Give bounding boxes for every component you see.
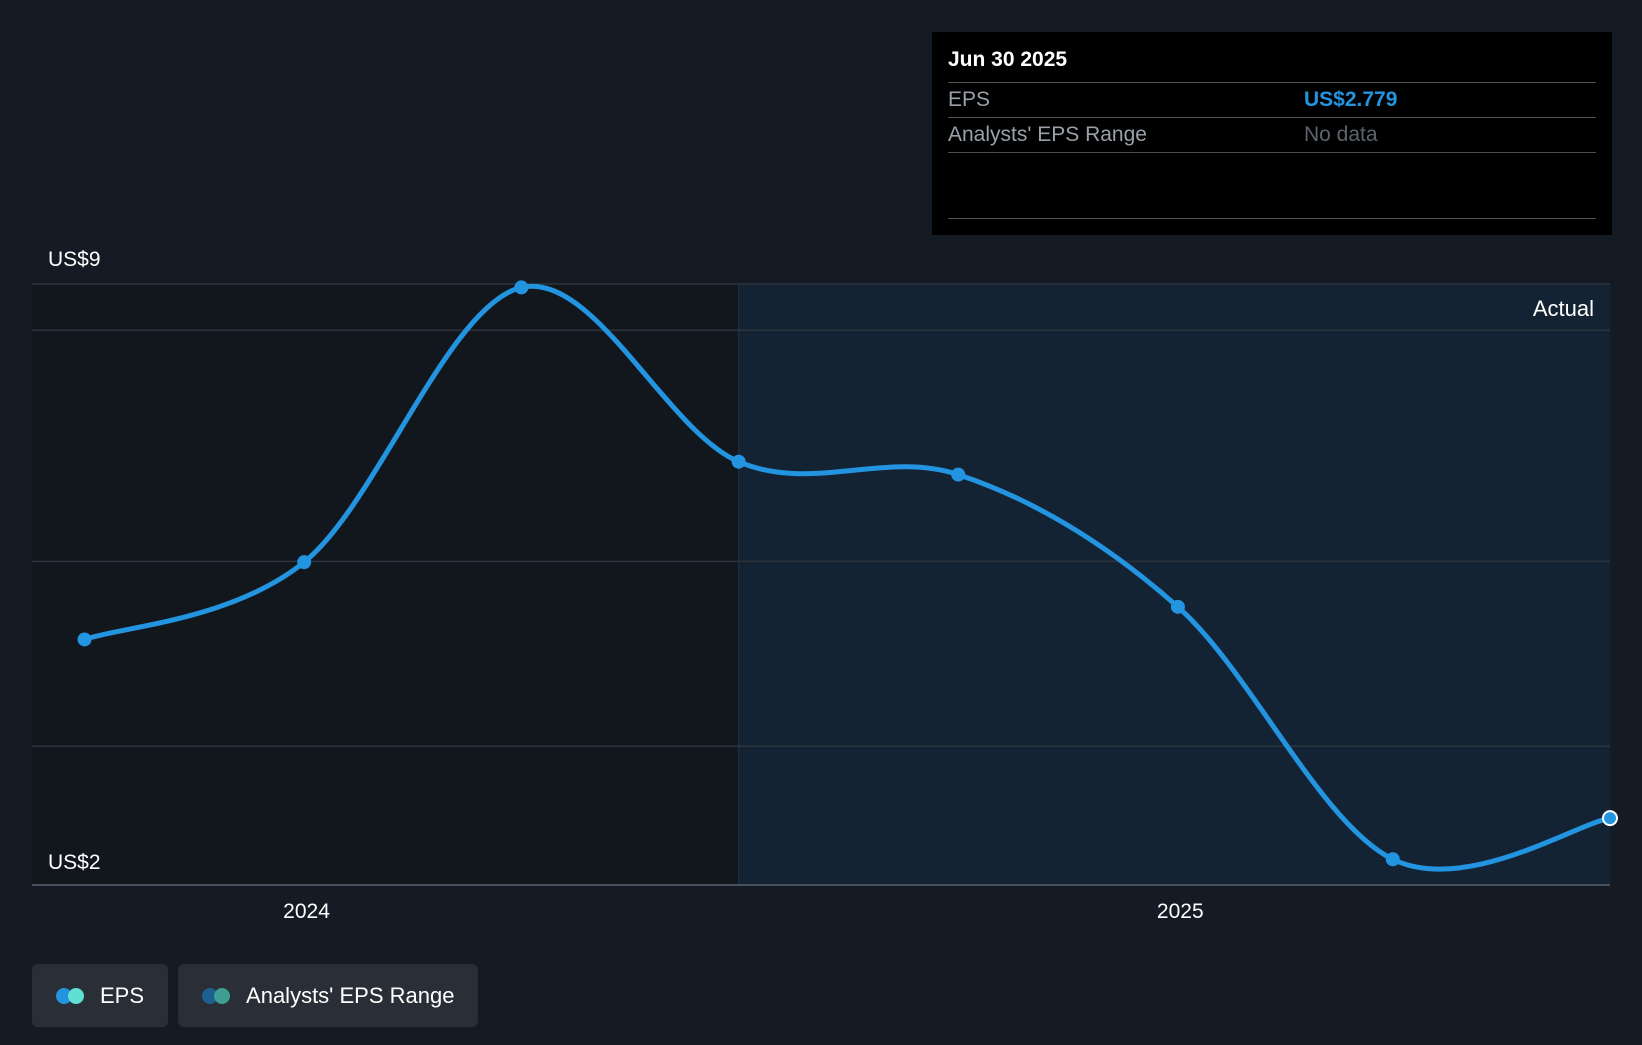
tooltip-range-value: No data	[1304, 123, 1378, 146]
tooltip-date: Jun 30 2025	[948, 32, 1596, 83]
eps-point	[951, 467, 966, 482]
tooltip-range-label: Analysts' EPS Range	[948, 123, 1147, 146]
legend-label-eps: EPS	[100, 982, 145, 1008]
eps-point	[514, 280, 529, 295]
gridlines	[32, 283, 1610, 748]
x-axis-labels: 2024 2025	[283, 900, 1203, 923]
tooltip-eps-label: EPS	[948, 88, 991, 111]
x-tick-label: 2025	[1157, 900, 1204, 923]
past-region	[32, 284, 739, 885]
tooltip-row-eps: EPS US$2.779	[948, 83, 1596, 118]
eps-line	[82, 283, 1613, 872]
legend: EPS Analysts' EPS Range	[32, 964, 479, 1027]
y-tick-label: US$9	[48, 248, 101, 271]
eps-dot-icon	[68, 987, 84, 1004]
eps-point	[1385, 852, 1400, 867]
y-tick-label: US$2	[48, 851, 101, 874]
range-dot-icon	[214, 987, 231, 1004]
eps-point	[731, 454, 746, 469]
tooltip-eps-value: US$2.779	[1304, 88, 1398, 111]
legend-label-analysts-range: Analysts' EPS Range	[246, 982, 455, 1008]
actual-region-label: Actual	[1533, 296, 1594, 321]
legend-item-eps[interactable]: EPS	[32, 964, 169, 1027]
eps-series	[77, 280, 1618, 872]
range-legend-icon	[202, 987, 232, 1004]
tooltip-row-range: Analysts' EPS Range No data	[948, 118, 1596, 153]
legend-item-analysts-range[interactable]: Analysts' EPS Range	[178, 964, 479, 1027]
x-tick-label: 2024	[283, 900, 330, 923]
eps-point	[1170, 599, 1185, 614]
eps-point-current	[1602, 810, 1618, 827]
y-axis-labels: US$9 US$2	[48, 248, 101, 874]
hover-tooltip: Jun 30 2025 EPS US$2.779 Analysts' EPS R…	[932, 32, 1612, 235]
actual-region	[738, 284, 1610, 885]
eps-point	[77, 632, 92, 647]
eps-legend-icon	[56, 987, 86, 1004]
tooltip-divider	[948, 218, 1596, 219]
eps-point	[297, 555, 312, 570]
